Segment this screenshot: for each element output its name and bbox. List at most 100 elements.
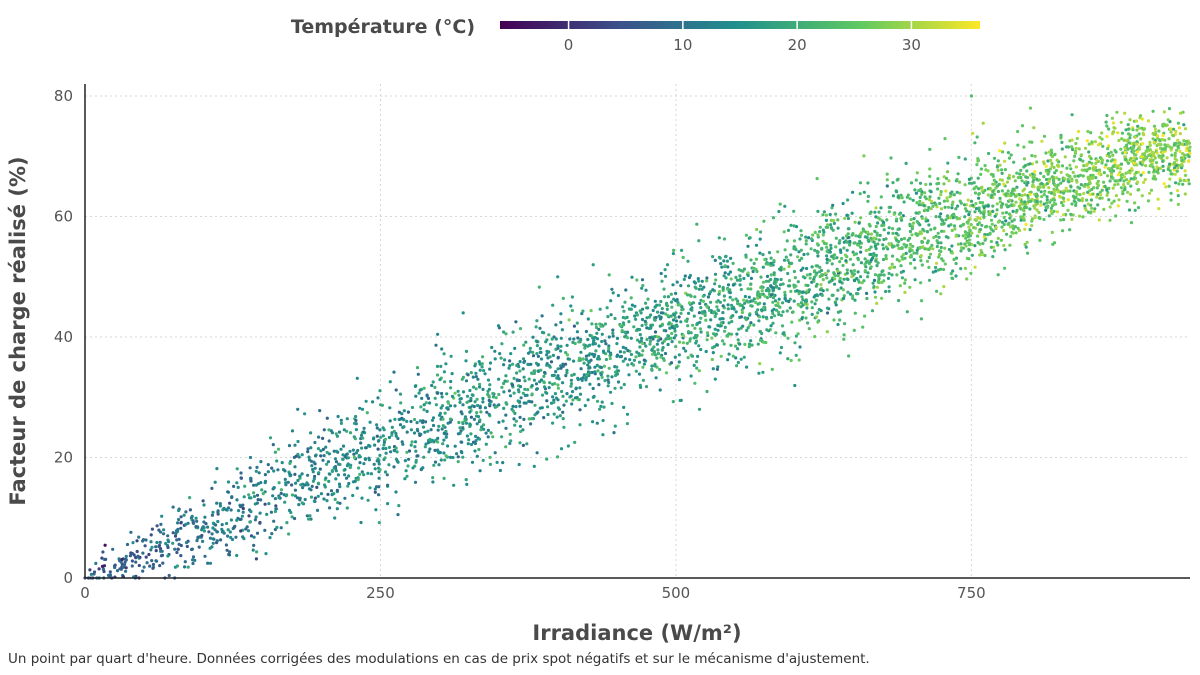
- scatter-point: [904, 251, 908, 255]
- scatter-point: [671, 252, 676, 256]
- scatter-point: [793, 383, 797, 388]
- scatter-point: [219, 538, 223, 542]
- scatter-point: [770, 367, 774, 371]
- scatter-point: [745, 328, 749, 332]
- scatter-point: [157, 528, 161, 532]
- scatter-point: [556, 455, 560, 459]
- scatter-point: [926, 239, 930, 243]
- scatter-point: [658, 388, 662, 392]
- scatter-point: [564, 374, 568, 378]
- scatter-point: [963, 207, 968, 211]
- scatter-point: [1016, 175, 1020, 180]
- scatter-point: [825, 245, 829, 249]
- scatter-point: [1037, 210, 1041, 215]
- scatter-point: [900, 196, 904, 200]
- scatter-point: [366, 471, 370, 475]
- scatter-point: [375, 434, 379, 438]
- scatter-point: [469, 442, 474, 447]
- scatter-point: [1152, 153, 1156, 157]
- scatter-point: [226, 490, 230, 494]
- scatter-point: [820, 273, 824, 277]
- scatter-point: [1090, 161, 1094, 165]
- scatter-point: [343, 468, 347, 472]
- scatter-point: [1182, 178, 1186, 182]
- scatter-point: [699, 347, 703, 352]
- scatter-point: [1095, 195, 1099, 199]
- scatter-point: [1153, 156, 1157, 160]
- scatter-point: [458, 400, 462, 404]
- scatter-point: [1176, 166, 1180, 170]
- scatter-point: [959, 249, 963, 253]
- scatter-point: [490, 345, 494, 350]
- scatter-point: [730, 314, 734, 318]
- scatter-point: [1126, 127, 1131, 131]
- scatter-point: [531, 371, 535, 376]
- scatter-point: [661, 311, 665, 315]
- scatter-point: [271, 494, 275, 498]
- scatter-point: [390, 425, 394, 429]
- scatter-point: [934, 269, 938, 273]
- scatter-point: [591, 339, 596, 344]
- scatter-point: [282, 493, 286, 497]
- scatter-point: [666, 295, 671, 299]
- scatter-point: [1089, 198, 1093, 202]
- scatter-point: [758, 301, 762, 305]
- scatter-point: [465, 434, 469, 438]
- scatter-point: [362, 462, 366, 466]
- scatter-point: [826, 269, 830, 273]
- scatter-point: [1097, 171, 1101, 175]
- scatter-point: [548, 355, 552, 359]
- scatter-point: [297, 455, 301, 459]
- scatter-point: [644, 288, 648, 292]
- scatter-point: [293, 494, 298, 498]
- scatter-point: [762, 305, 766, 310]
- scatter-point: [97, 567, 101, 571]
- scatter-point: [583, 346, 587, 350]
- scatter-point: [778, 351, 782, 355]
- scatter-point: [794, 225, 799, 229]
- scatter-point: [561, 381, 565, 385]
- scatter-point: [770, 309, 774, 313]
- scatter-point: [1015, 185, 1019, 189]
- scatter-point: [655, 303, 659, 307]
- scatter-point: [1028, 192, 1032, 196]
- scatter-point: [656, 348, 660, 352]
- scatter-point: [386, 502, 390, 506]
- scatter-point: [755, 227, 759, 232]
- scatter-point: [414, 449, 418, 453]
- scatter-point: [535, 340, 539, 344]
- scatter-point: [415, 366, 420, 370]
- scatter-point: [129, 530, 133, 534]
- scatter-point: [905, 195, 909, 199]
- scatter-point: [433, 385, 437, 389]
- scatter-point: [596, 377, 600, 381]
- scatter-point: [1170, 153, 1174, 157]
- scatter-point: [640, 323, 644, 328]
- scatter-point: [1117, 138, 1121, 143]
- scatter-point: [767, 251, 772, 255]
- scatter-point: [417, 432, 422, 436]
- scatter-point: [1086, 185, 1090, 189]
- scatter-point: [597, 354, 601, 359]
- scatter-point: [903, 278, 908, 282]
- scatter-point: [1007, 156, 1012, 160]
- scatter-point: [873, 244, 877, 248]
- scatter-point: [1010, 189, 1015, 193]
- scatter-point: [1039, 190, 1043, 194]
- scatter-point: [339, 418, 343, 422]
- scatter-point: [835, 297, 839, 301]
- scatter-point: [918, 195, 922, 199]
- scatter-point: [226, 528, 230, 532]
- scatter-point: [798, 237, 802, 241]
- scatter-point: [944, 176, 949, 180]
- scatter-point: [1036, 185, 1040, 189]
- scatter-point: [866, 181, 870, 185]
- scatter-point: [757, 371, 761, 375]
- scatter-point: [348, 465, 352, 470]
- scatter-point: [434, 343, 438, 347]
- scatter-point: [1046, 168, 1050, 172]
- scatter-point: [1134, 157, 1138, 161]
- scatter-point: [564, 399, 568, 403]
- scatter-point: [1078, 186, 1082, 190]
- scatter-point: [460, 377, 464, 381]
